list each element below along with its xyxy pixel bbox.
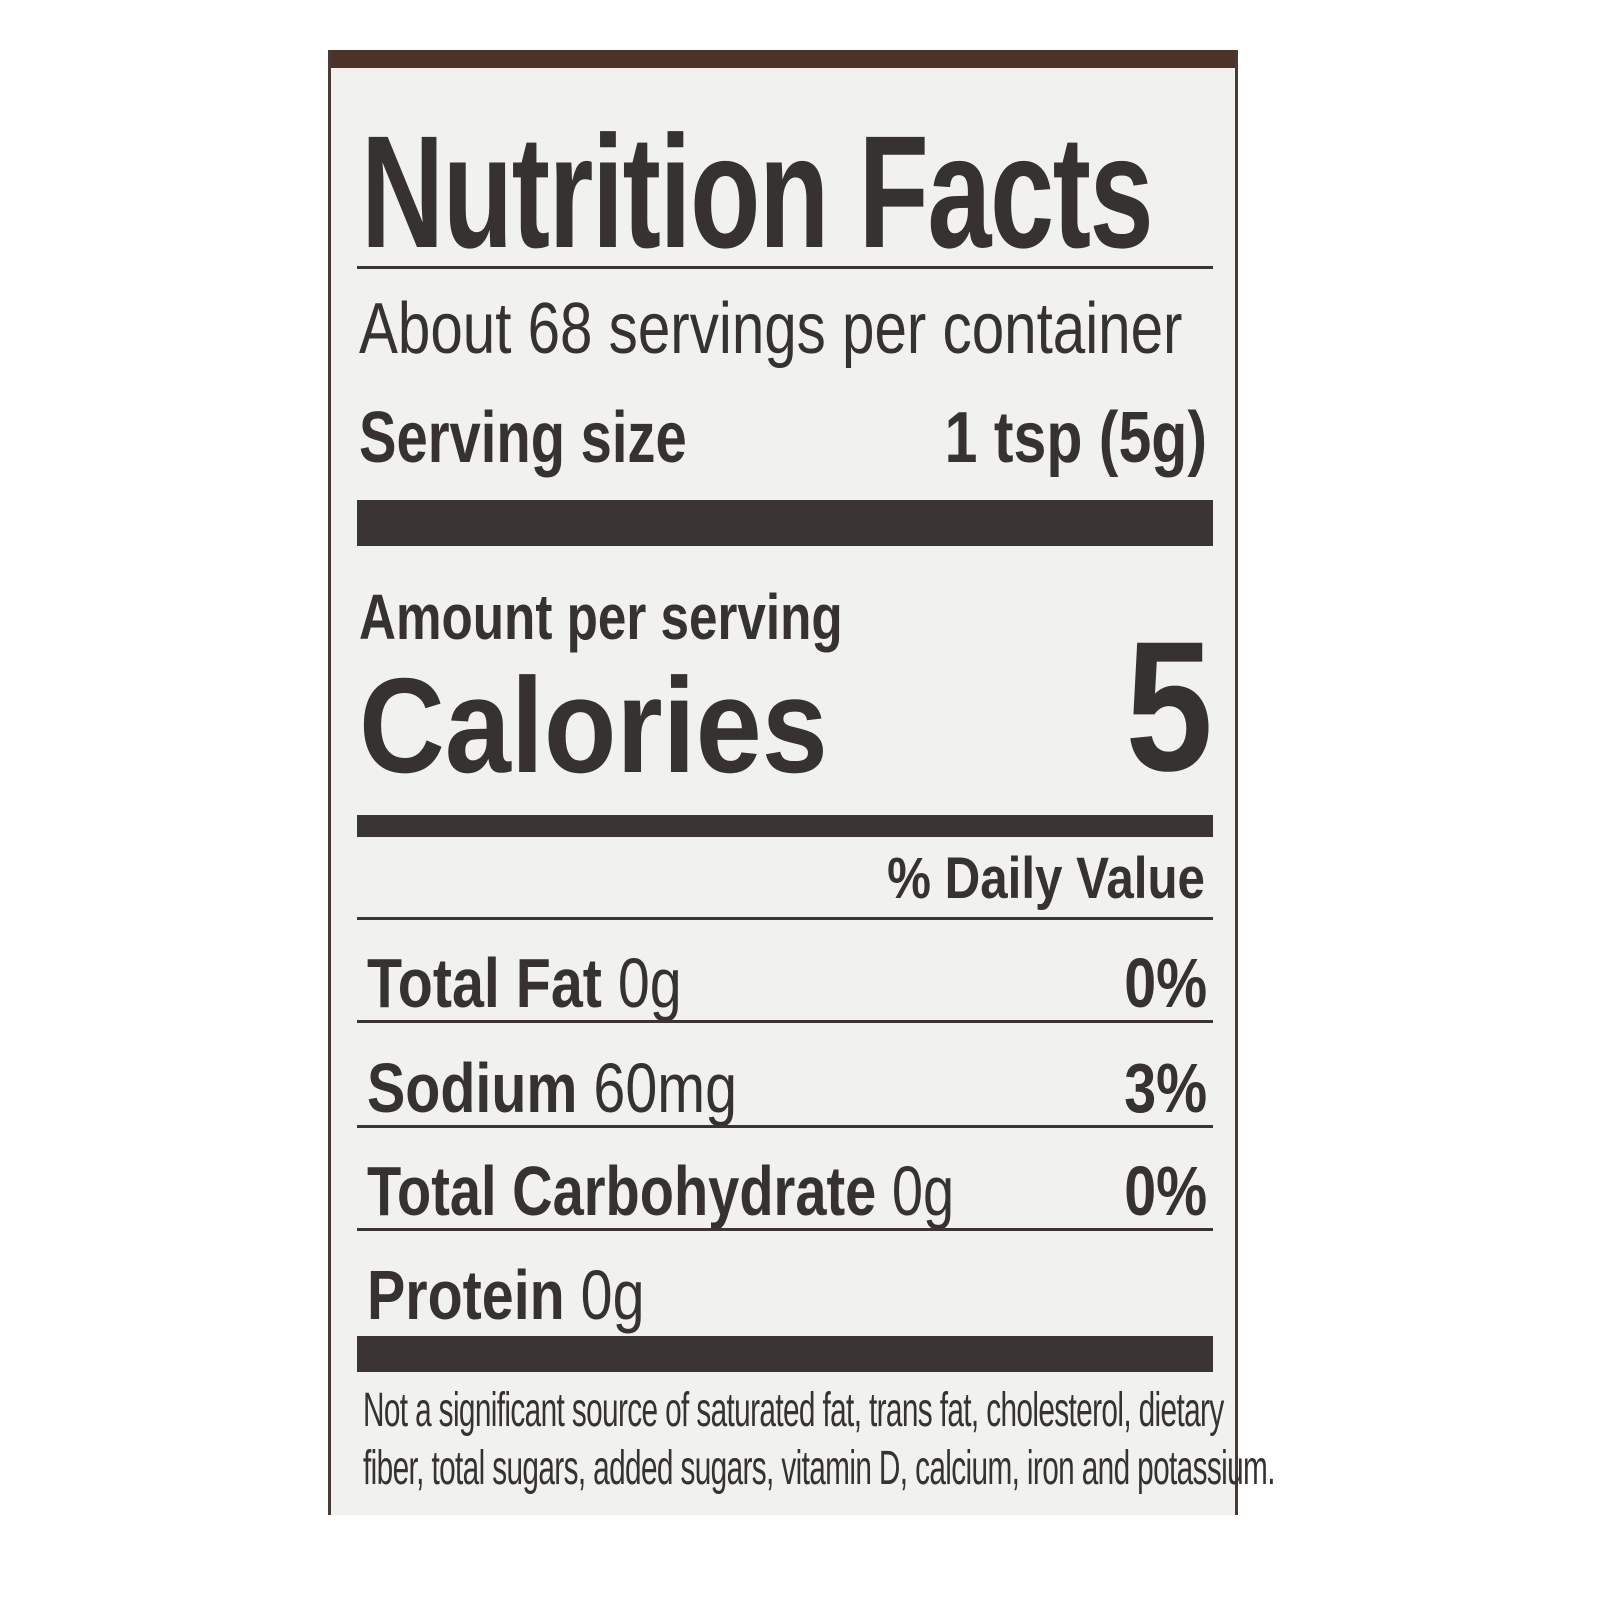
nutrient-name: Total Carbohydrate [367, 1152, 877, 1230]
serving-size-value: 1 tsp (5g) [944, 398, 1207, 478]
divider [357, 1125, 1213, 1128]
medium-divider [357, 815, 1213, 837]
divider [357, 266, 1213, 269]
thick-divider [357, 1336, 1213, 1372]
divider [357, 1020, 1213, 1023]
nutrient-name: Protein [367, 1256, 565, 1334]
nutrient-amount: 0g [580, 1256, 645, 1334]
nutrient-name: Sodium [367, 1049, 578, 1127]
nutrient-amount: 0g [891, 1152, 955, 1230]
nutrient-dv: 3% [1124, 1049, 1207, 1127]
amount-per-serving: Amount per serving [359, 581, 843, 653]
nutrient-amount: 0g [617, 944, 682, 1022]
divider [357, 1228, 1213, 1231]
container-edge [331, 50, 1235, 68]
calories-label: Calories [359, 650, 828, 801]
daily-value-header: % Daily Value [887, 846, 1205, 911]
nutrient-amount: 60mg [593, 1049, 737, 1127]
nutrient-dv: 0% [1124, 944, 1207, 1022]
nutrition-label: Nutrition Facts About 68 servings per co… [328, 50, 1275, 1515]
serving-size-label: Serving size [359, 398, 687, 478]
thick-divider [357, 500, 1213, 546]
servings-per-container: About 68 servings per container [359, 289, 1183, 369]
divider [357, 917, 1213, 920]
footnote-line: Not a significant source of saturated fa… [363, 1384, 1224, 1437]
footnote-line: fiber, total sugars, added sugars, vitam… [363, 1442, 1275, 1495]
nutrient-name: Total Fat [367, 944, 602, 1022]
calories-value: 5 [1125, 604, 1213, 810]
label-title: Nutrition Facts [361, 102, 1154, 281]
nutrient-dv: 0% [1124, 1152, 1207, 1230]
